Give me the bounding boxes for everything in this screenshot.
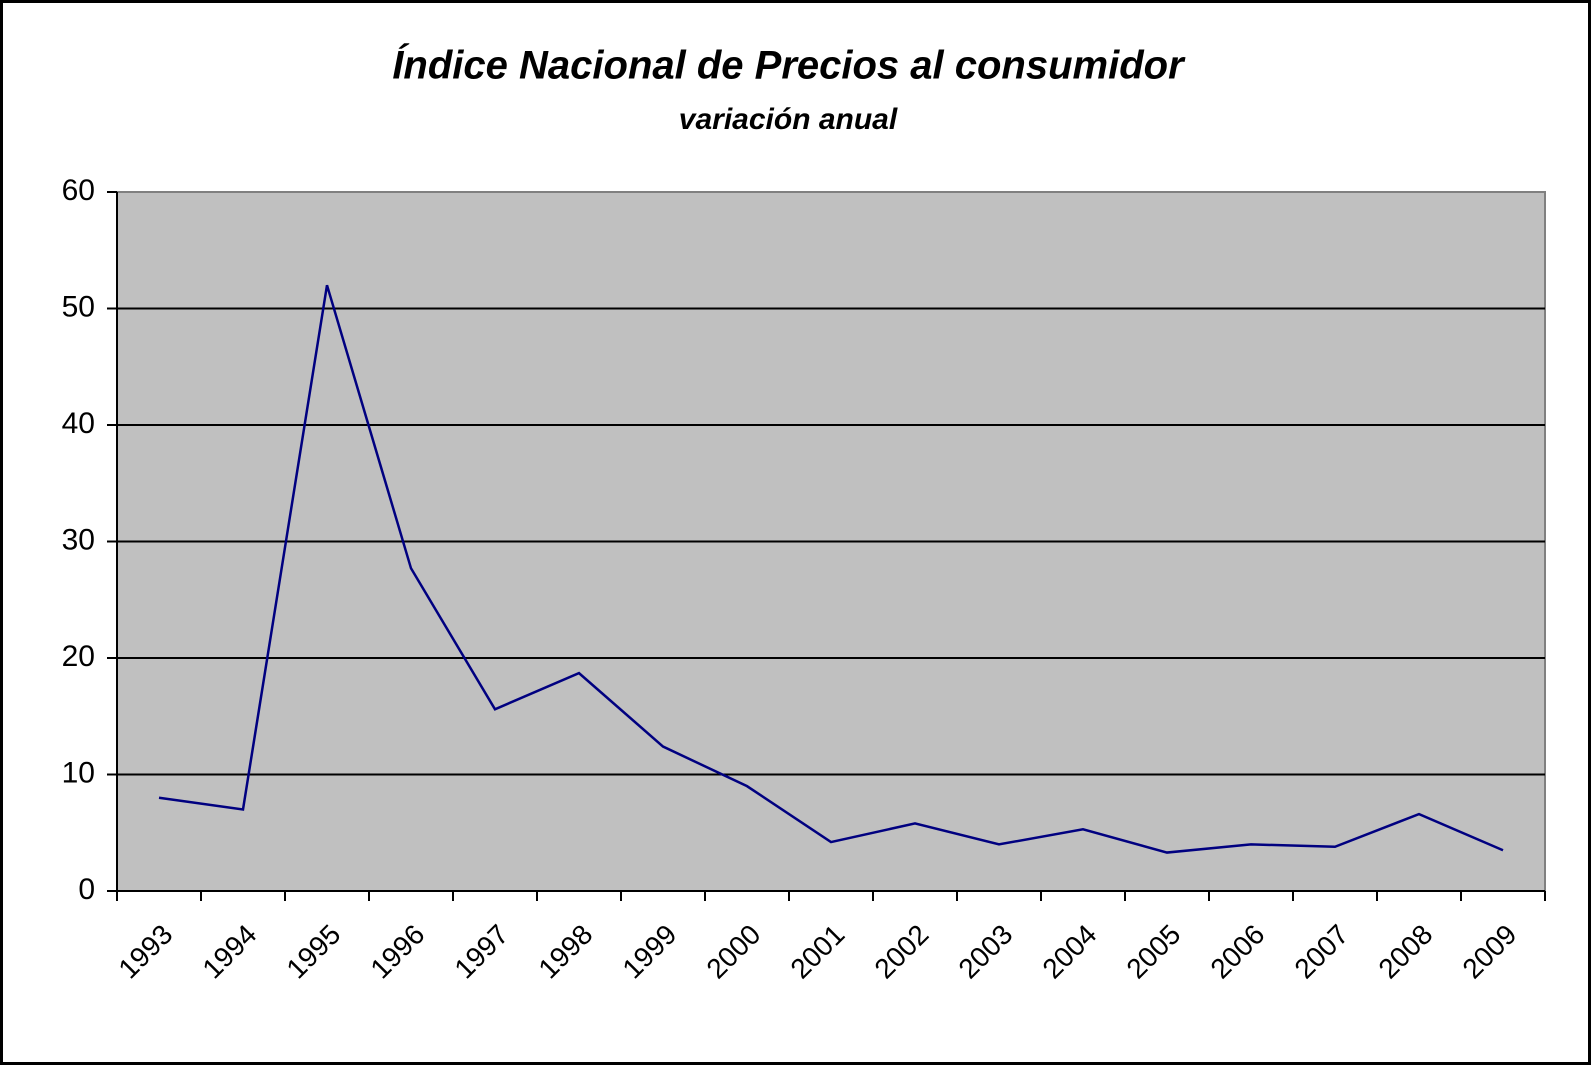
y-tick-label: 20 <box>62 640 95 673</box>
line-series <box>158 284 1504 854</box>
y-tick-label: 30 <box>62 523 95 556</box>
y-tick-label: 0 <box>78 873 95 906</box>
chart-subtitle: variación anual <box>679 103 898 136</box>
y-tick-label: 10 <box>62 756 95 789</box>
chart-title: Índice Nacional de Precios al consumidor <box>392 43 1186 88</box>
y-tick-label: 60 <box>62 174 95 207</box>
y-tick-label: 40 <box>62 407 95 440</box>
y-tick-label: 50 <box>62 290 95 323</box>
